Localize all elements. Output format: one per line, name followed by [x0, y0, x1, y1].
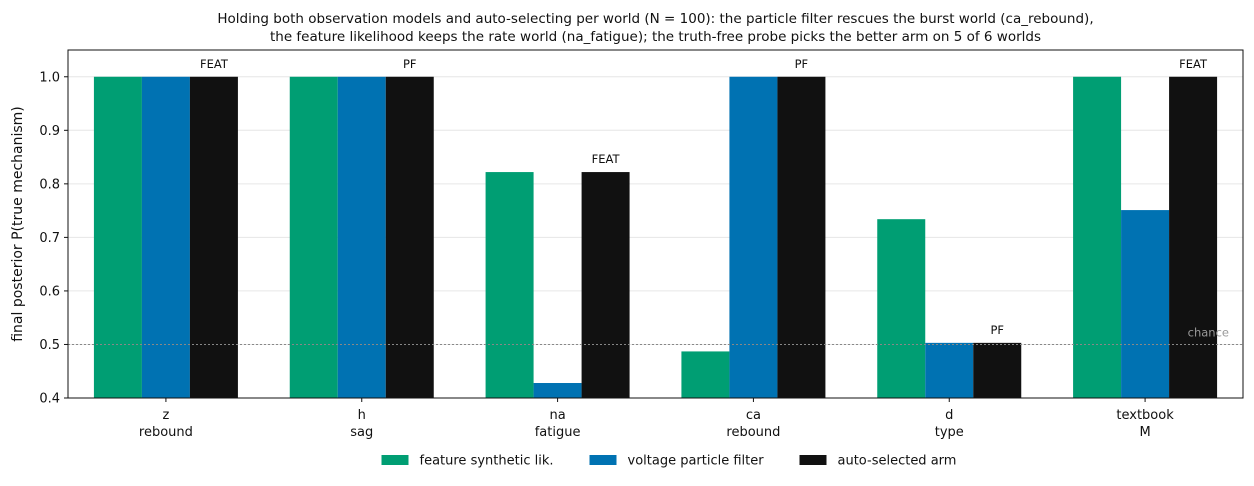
bar-label: PF	[990, 323, 1004, 337]
x-tick-label: textbook	[1116, 408, 1174, 423]
bar-2-6	[1121, 210, 1170, 398]
x-tick-label: h	[358, 408, 366, 423]
x-tick-label: fatigue	[535, 425, 581, 440]
x-tick-label: sag	[350, 425, 373, 440]
bar-3-1	[189, 76, 238, 399]
chart-title: Holding both observation models and auto…	[217, 11, 1093, 45]
chance-label: chance	[1188, 325, 1229, 339]
legend-swatch-1	[381, 455, 409, 465]
y-axis-label: final posterior P(true mechanism)	[10, 106, 26, 342]
chance-line: chance	[68, 325, 1243, 345]
legend-swatch-3	[799, 455, 827, 465]
gridlines	[68, 76, 1243, 399]
y-tick-label: 1.0	[39, 70, 60, 85]
bar-label: PF	[403, 57, 417, 71]
y-tick-label: 0.8	[39, 177, 60, 192]
y-tick-label: 0.9	[39, 124, 60, 139]
legend-label-2: voltage particle filter	[628, 454, 765, 469]
bar-3-5	[973, 342, 1022, 398]
bar-1-3	[485, 172, 534, 398]
plot-frame	[67, 49, 1244, 399]
legend: feature synthetic lik. voltage particle f…	[381, 454, 957, 469]
bar-2-5	[925, 342, 974, 398]
x-tick-label: rebound	[726, 425, 780, 440]
chart-title-line-2: the feature likelihood keeps the rate wo…	[270, 29, 1041, 45]
bar-3-6	[1169, 76, 1218, 399]
legend-swatch-2	[589, 455, 617, 465]
bar-1-4	[681, 351, 730, 398]
x-tick-label: M	[1139, 425, 1150, 440]
bar-3-4	[777, 76, 826, 399]
bar-3-3	[581, 172, 630, 398]
x-axis: z rebound h sag na fatigue ca rebound d type textb…	[139, 398, 1174, 440]
bar-labels: FEAT PF FEAT PF PF FEAT	[200, 57, 1208, 337]
legend-label-1: feature synthetic lik.	[420, 454, 554, 469]
y-tick-label: 0.7	[39, 231, 60, 246]
bar-2-4	[729, 76, 778, 399]
y-tick-label: 0.6	[39, 284, 60, 299]
y-tick-label: 0.5	[39, 338, 60, 353]
chart-title-line-1: Holding both observation models and auto…	[217, 11, 1093, 27]
bar-1-6	[1073, 76, 1122, 399]
y-axis: 0.4 0.5 0.6 0.7 0.8 0.9 1.0	[39, 70, 68, 407]
bar-1-5	[877, 219, 926, 398]
bar-1-2	[289, 76, 338, 399]
bar-label: FEAT	[592, 152, 621, 166]
x-tick-label: type	[935, 425, 964, 440]
legend-label-3: auto-selected arm	[838, 454, 957, 469]
bar-2-2	[337, 76, 386, 399]
bar-3-2	[385, 76, 434, 399]
x-tick-label: ca	[746, 408, 761, 423]
bar-label: PF	[795, 57, 809, 71]
x-tick-label: z	[163, 408, 170, 423]
bar-2-1	[141, 76, 190, 399]
x-tick-label: na	[549, 408, 565, 423]
bar-label: FEAT	[200, 57, 229, 71]
x-tick-label: d	[945, 408, 953, 423]
x-tick-label: rebound	[139, 425, 193, 440]
bar-2-3	[533, 383, 582, 398]
bar-1-1	[93, 76, 142, 399]
bar-label: FEAT	[1179, 57, 1208, 71]
y-tick-label: 0.4	[39, 392, 60, 407]
